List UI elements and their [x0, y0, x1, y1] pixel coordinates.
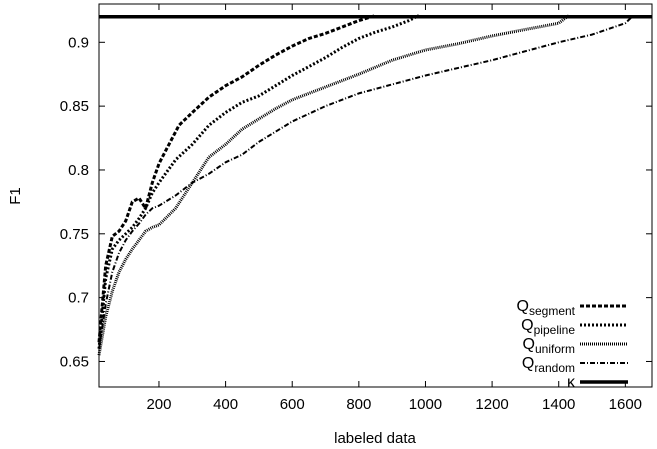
y-tick-label: 0.85	[60, 98, 89, 115]
series-line-random	[98, 16, 633, 349]
legend-label-random: Qrandom	[522, 355, 575, 375]
y-tick-label: 0.7	[68, 290, 89, 307]
plot-frame	[98, 3, 653, 388]
x-tick-label: 1200	[475, 396, 508, 413]
x-tick-label: 400	[213, 396, 238, 413]
x-tick-label: 600	[280, 396, 305, 413]
y-tick-label: 0.65	[60, 353, 89, 370]
x-tick-label: 1400	[542, 396, 575, 413]
series-line-uniform	[97, 14, 570, 356]
x-tick-label: 1000	[409, 396, 442, 413]
x-tick-label: 1600	[609, 396, 642, 413]
series-line-segment	[97, 14, 376, 343]
y-tick-label: 0.75	[60, 226, 89, 243]
legend-label-pipeline: Qpipeline	[521, 317, 575, 337]
series-layer	[97, 14, 652, 356]
legend-label-uniform: Quniform	[523, 336, 575, 356]
series-line-pipeline	[97, 14, 420, 349]
y-axis-ticks: 0.65 0.7 0.75 0.8 0.85 0.9	[60, 34, 652, 370]
legend-label-segment: Qsegment	[517, 298, 576, 318]
y-axis-label: F1	[7, 187, 24, 205]
x-tick-label: 200	[146, 396, 171, 413]
legend-label-kappa: κ	[567, 374, 576, 391]
x-axis-label: labeled data	[334, 430, 416, 447]
y-tick-label: 0.8	[68, 162, 89, 179]
x-axis-ticks: 200 400 600 800 1000 1200 1400 1600	[146, 4, 642, 413]
x-tick-label: 800	[346, 396, 371, 413]
y-tick-label: 0.9	[68, 34, 89, 51]
